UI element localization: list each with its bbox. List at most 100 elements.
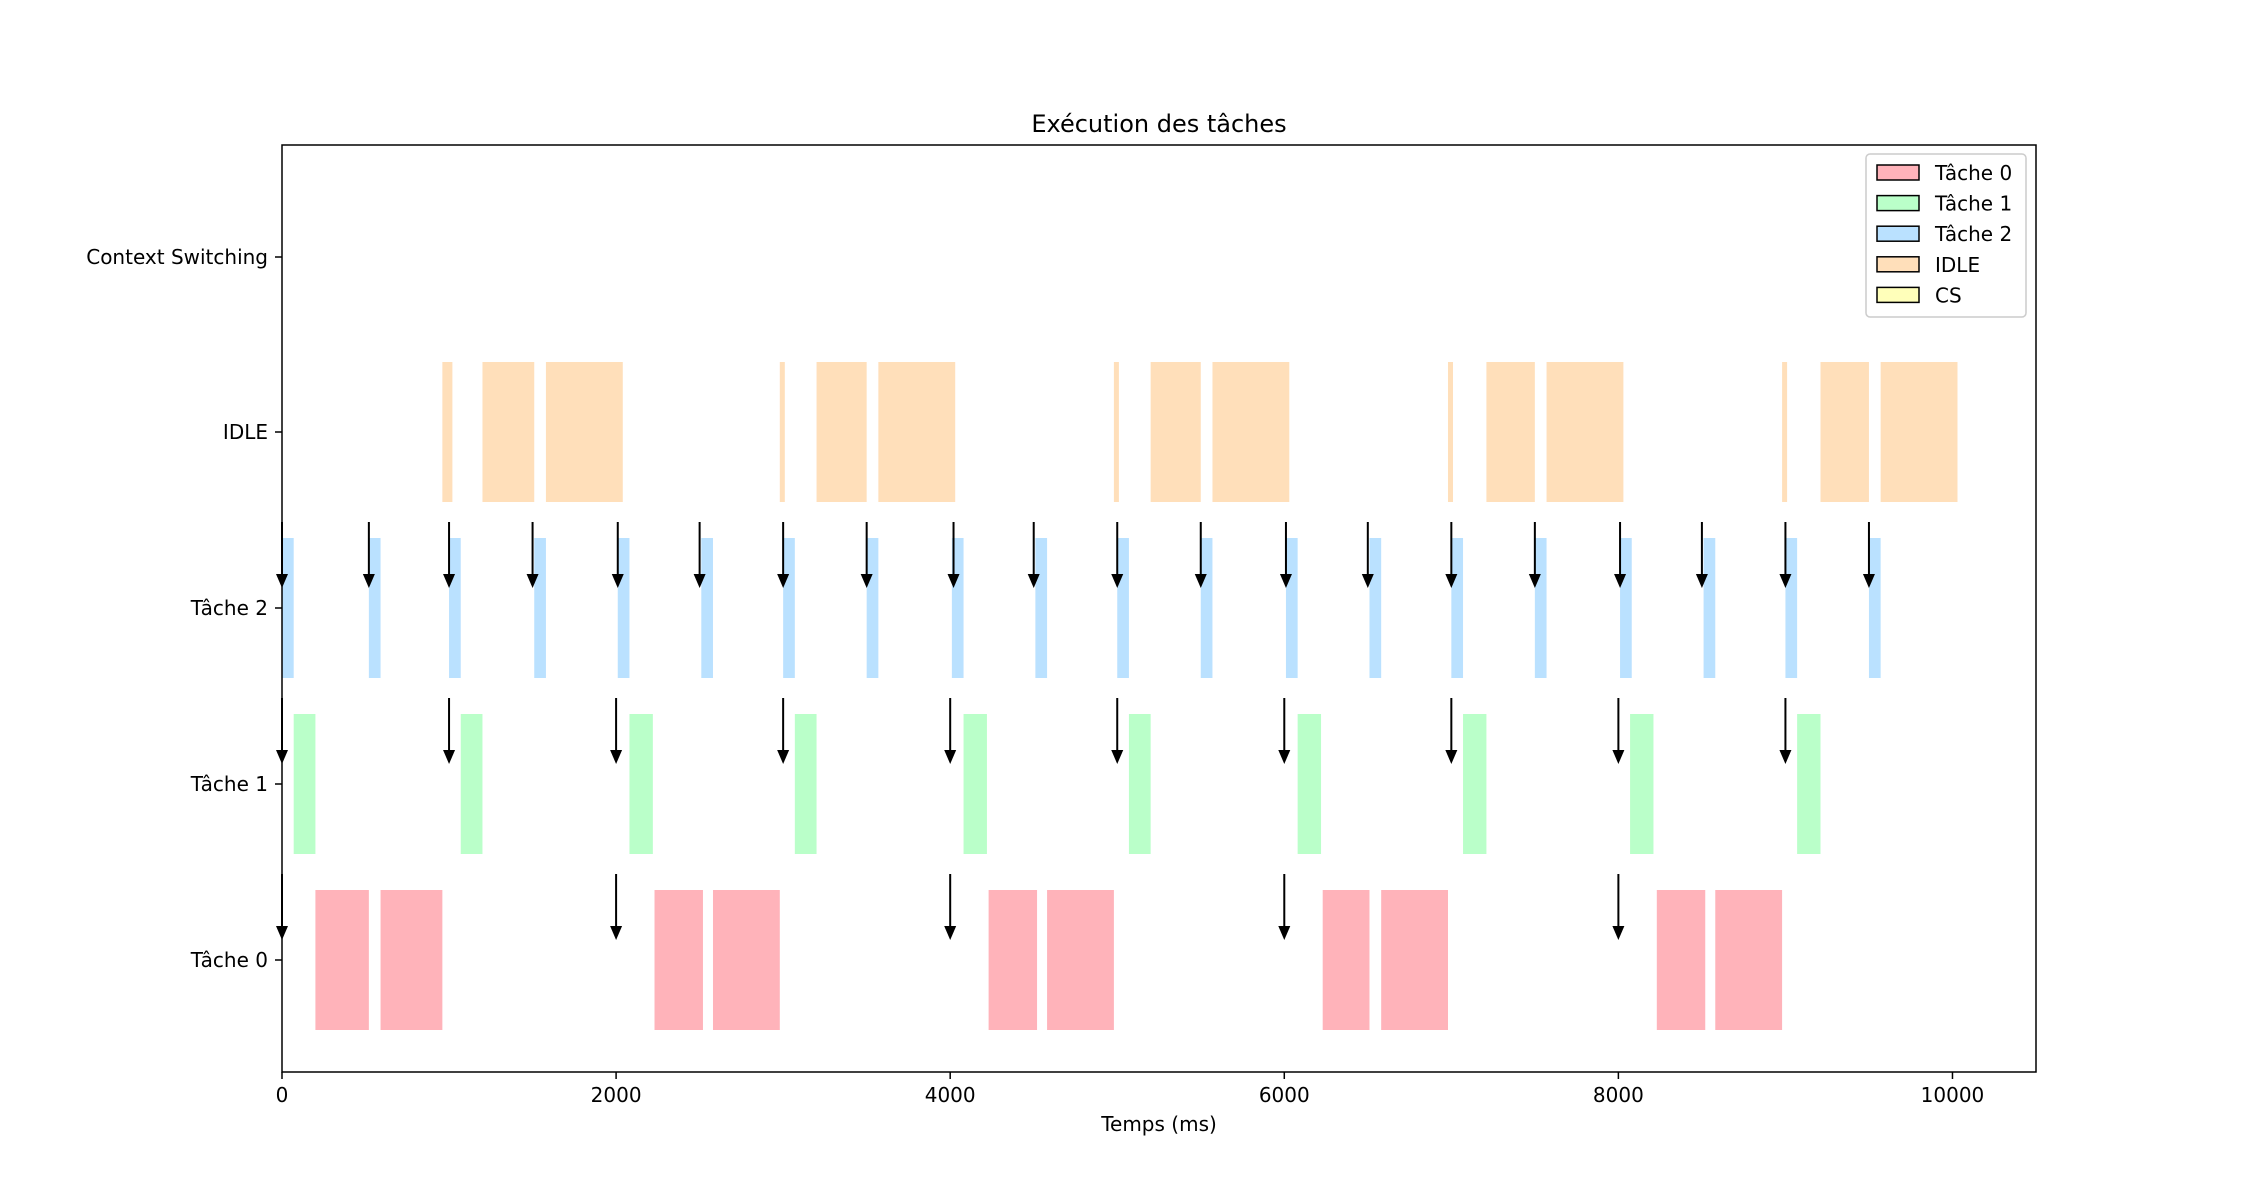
bar-idle-4 [816, 362, 867, 502]
bar-t-che-1-6 [1297, 714, 1322, 854]
bar-t-che-2-1 [368, 538, 381, 678]
bar-t-che-1-4 [963, 714, 987, 854]
legend-label-0: Tâche 0 [1934, 161, 2012, 185]
legend-swatch-4 [1876, 286, 1920, 304]
bar-t-che-2-19 [1868, 538, 1881, 678]
bar-t-che-0-7 [1381, 890, 1448, 1030]
legend-box [1865, 153, 2027, 318]
arrival-arrow-t-che-1-5 [1111, 698, 1124, 764]
arrival-arrow-t-che-2-8 [947, 522, 960, 588]
arrival-arrow-t-che-1-9 [1779, 698, 1792, 764]
arrival-arrow-t-che-2-7 [860, 522, 873, 588]
legend-swatch-2 [1876, 225, 1920, 242]
y-tick-label-4: Context Switching [86, 245, 268, 269]
arrival-arrow-t-che-2-2 [443, 522, 456, 588]
legend-label-1: Tâche 1 [1934, 192, 2012, 216]
y-tick-label-2: Tâche 2 [190, 596, 268, 620]
bar-idle-0 [442, 362, 453, 502]
legend-label-2: Tâche 2 [1934, 222, 2012, 246]
bar-t-che-0-3 [712, 890, 780, 1030]
arrival-arrow-t-che-2-15 [1528, 522, 1541, 588]
arrival-arrow-t-che-0-3 [1278, 874, 1291, 940]
legend-label-4: CS [1935, 283, 1962, 307]
bar-t-che-2-7 [866, 538, 879, 678]
legend-label-3: IDLE [1935, 253, 1980, 277]
bar-t-che-2-5 [701, 538, 713, 678]
y-tick-label-0: Tâche 0 [190, 948, 268, 972]
chart-title: Exécution des tâches [1031, 110, 1286, 138]
bar-t-che-2-16 [1620, 538, 1632, 678]
bar-t-che-2-14 [1451, 538, 1464, 678]
bar-t-che-0-2 [654, 890, 703, 1030]
bar-idle-3 [779, 362, 785, 502]
bar-idle-8 [1212, 362, 1290, 502]
x-axis-label: Temps (ms) [1100, 1112, 1217, 1136]
bar-idle-11 [1546, 362, 1624, 502]
arrival-arrow-t-che-2-14 [1445, 522, 1458, 588]
arrival-arrow-t-che-2-9 [1027, 522, 1040, 588]
x-tick-label-3: 6000 [1259, 1083, 1310, 1107]
arrival-arrow-t-che-2-3 [526, 522, 539, 588]
arrival-arrow-t-che-1-4 [944, 698, 957, 764]
bar-t-che-2-13 [1369, 538, 1382, 678]
bar-idle-9 [1447, 362, 1454, 502]
legend-swatch-1 [1876, 194, 1920, 212]
arrival-arrow-t-che-2-5 [693, 522, 706, 588]
bar-t-che-2-10 [1117, 538, 1129, 678]
bar-t-che-1-7 [1463, 714, 1487, 854]
bar-t-che-0-8 [1656, 890, 1706, 1030]
bar-idle-6 [1113, 362, 1119, 502]
arrival-arrow-t-che-2-17 [1695, 522, 1708, 588]
arrival-arrow-t-che-0-2 [944, 874, 957, 940]
arrival-arrow-t-che-0-4 [1612, 874, 1625, 940]
bar-t-che-2-15 [1534, 538, 1547, 678]
legend-swatch-0 [1876, 164, 1920, 181]
bar-t-che-2-6 [783, 538, 795, 678]
x-tick-label-0: 0 [276, 1083, 289, 1107]
x-tick-label-1: 2000 [591, 1083, 642, 1107]
axes-layer: Tâche 0 Tâche 1 Tâche 2 IDLE Context Switchi… [86, 245, 1984, 1107]
bar-t-che-2-18 [1785, 538, 1798, 678]
y-tick-label-1: Tâche 1 [190, 772, 268, 796]
legend: Tâche 0 Tâche 1 Tâche 2 IDLE CS [1865, 153, 2027, 318]
bar-idle-12 [1782, 362, 1788, 502]
x-tick-label-2: 4000 [925, 1083, 976, 1107]
bar-t-che-0-6 [1322, 890, 1370, 1030]
bar-idle-13 [1820, 362, 1869, 502]
bars-layer [282, 362, 1958, 1030]
arrival-arrow-t-che-1-8 [1612, 698, 1625, 764]
bar-t-che-2-4 [617, 538, 630, 678]
bar-t-che-0-1 [380, 890, 443, 1030]
arrival-arrow-t-che-0-1 [610, 874, 623, 940]
bar-t-che-0-0 [315, 890, 369, 1030]
bar-idle-2 [545, 362, 623, 502]
x-tick-label-5: 10000 [1921, 1083, 1985, 1107]
arrival-arrow-t-che-2-18 [1779, 522, 1792, 588]
bar-t-che-1-8 [1630, 714, 1654, 854]
bar-t-che-0-9 [1715, 890, 1783, 1030]
bar-t-che-1-5 [1128, 714, 1151, 854]
bar-t-che-2-11 [1200, 538, 1213, 678]
arrival-arrow-t-che-2-12 [1279, 522, 1292, 588]
legend-swatch-3 [1876, 256, 1920, 273]
bar-t-che-2-3 [534, 538, 546, 678]
bar-t-che-1-0 [293, 714, 316, 854]
bar-t-che-1-9 [1797, 714, 1821, 854]
bar-t-che-2-12 [1285, 538, 1298, 678]
bar-t-che-2-8 [951, 538, 964, 678]
bar-idle-14 [1880, 362, 1958, 502]
bar-t-che-1-3 [794, 714, 817, 854]
bar-t-che-0-5 [1047, 890, 1114, 1030]
bar-t-che-1-1 [460, 714, 483, 854]
arrival-arrow-t-che-1-2 [610, 698, 623, 764]
y-tick-label-3: IDLE [223, 420, 268, 444]
bar-idle-1 [482, 362, 535, 502]
arrival-arrow-t-che-1-7 [1445, 698, 1458, 764]
arrival-arrow-t-che-2-19 [1862, 522, 1875, 588]
arrival-arrow-t-che-2-10 [1111, 522, 1124, 588]
arrival-arrow-t-che-2-13 [1361, 522, 1374, 588]
arrival-arrow-t-che-2-11 [1194, 522, 1207, 588]
bar-idle-5 [878, 362, 956, 502]
bar-t-che-2-0 [282, 538, 294, 678]
